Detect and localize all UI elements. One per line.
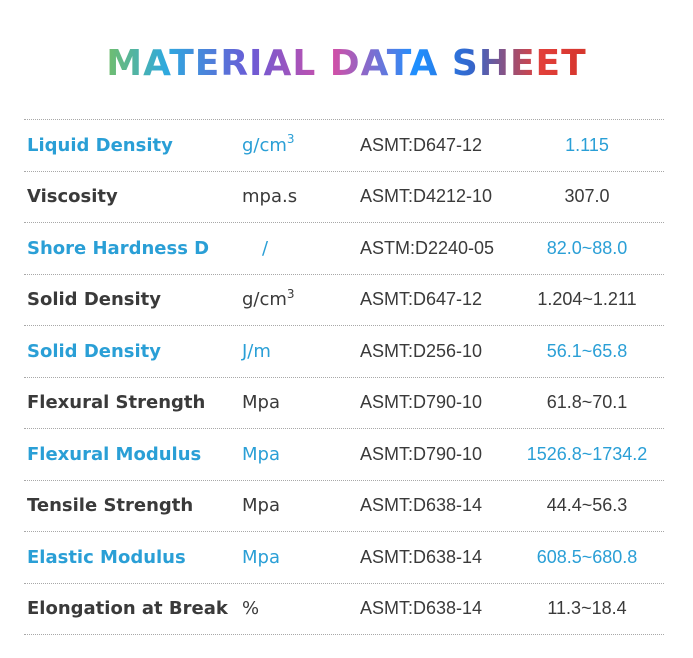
test-standard: ASMT:D647-12 bbox=[360, 289, 483, 310]
property-unit: g/cm 3 bbox=[242, 275, 295, 326]
property-value: 1.204~1.211 bbox=[537, 289, 637, 310]
property-unit: mpa.s bbox=[242, 172, 297, 223]
unit-text: Mpa bbox=[242, 443, 280, 465]
property-unit: g/cm 3 bbox=[242, 120, 295, 171]
table-row: Tensile Strength Mpa ASMT:D638-14 44.4~5… bbox=[24, 481, 664, 532]
property-unit: Mpa bbox=[242, 481, 280, 532]
test-standard: ASMT:D790-10 bbox=[360, 392, 483, 413]
property-name: Solid Density bbox=[27, 289, 162, 311]
unit-text: mpa.s bbox=[242, 186, 298, 208]
unit-text: % bbox=[242, 598, 260, 620]
table-row: Flexural Strength Mpa ASMT:D790-10 61.8~… bbox=[24, 378, 664, 429]
test-standard: ASMT:D256-10 bbox=[360, 340, 483, 361]
property-name: Solid Density bbox=[27, 340, 162, 362]
page-title: MATERIAL DATA SHEET bbox=[0, 42, 693, 86]
table-row: Elongation at Break % ASMT:D638-14 11.3~… bbox=[24, 584, 664, 635]
table-row: Viscosity mpa.s ASMT:D4212-10 307.0 bbox=[24, 172, 664, 223]
table-row: Elastic Modulus Mpa ASMT:D638-14 608.5~6… bbox=[24, 532, 664, 584]
material-data-table: Liquid Density g/cm 3 ASMT:D647-12 1.115 … bbox=[24, 119, 664, 635]
table-row: Solid Density g/cm 3 ASMT:D647-12 1.204~1… bbox=[24, 275, 664, 326]
property-value: 56.1~65.8 bbox=[546, 340, 628, 361]
property-value: 1.115 bbox=[565, 134, 609, 155]
property-unit: Mpa bbox=[242, 532, 280, 583]
property-value: 1526.8~1734.2 bbox=[526, 443, 648, 464]
unit-text: J/m bbox=[242, 340, 271, 362]
property-name: Viscosity bbox=[27, 186, 118, 208]
property-name: Flexural Strength bbox=[27, 392, 206, 414]
property-unit: / bbox=[262, 223, 268, 274]
test-standard: ASMT:D638-14 bbox=[360, 495, 483, 516]
table-row: Shore Hardness D / ASTM:D2240-05 82.0~88… bbox=[24, 223, 664, 275]
property-unit: % bbox=[242, 584, 259, 635]
table-row: Flexural Modulus Mpa ASMT:D790-10 1526.8… bbox=[24, 429, 664, 481]
table-row: Solid Density J/m ASMT:D256-10 56.1~65.8 bbox=[24, 326, 664, 378]
property-unit: J/m bbox=[242, 326, 271, 377]
unit-superscript: 3 bbox=[286, 132, 295, 147]
unit-text: Mpa bbox=[242, 546, 280, 568]
property-name: Elongation at Break bbox=[27, 598, 228, 620]
property-name: Liquid Density bbox=[27, 134, 173, 156]
test-standard: ASMT:D647-12 bbox=[360, 134, 483, 155]
test-standard: ASTM:D2240-05 bbox=[360, 237, 495, 258]
table-row: Liquid Density g/cm 3 ASMT:D647-12 1.115 bbox=[24, 120, 664, 172]
property-name: Shore Hardness D bbox=[27, 237, 210, 259]
unit-text: g/cm bbox=[242, 134, 287, 156]
property-unit: Mpa bbox=[242, 429, 280, 480]
property-name: Elastic Modulus bbox=[27, 546, 186, 568]
property-value: 307.0 bbox=[564, 186, 610, 207]
unit-superscript: 3 bbox=[286, 286, 295, 301]
unit-text: g/cm bbox=[242, 289, 287, 311]
property-value: 11.3~18.4 bbox=[547, 598, 627, 619]
test-standard: ASMT:D790-10 bbox=[360, 443, 483, 464]
test-standard: ASMT:D638-14 bbox=[360, 546, 483, 567]
property-value: 608.5~680.8 bbox=[536, 546, 638, 567]
property-unit: Mpa bbox=[242, 378, 280, 429]
property-value: 44.4~56.3 bbox=[546, 495, 628, 516]
unit-text: Mpa bbox=[242, 495, 280, 517]
test-standard: ASMT:D638-14 bbox=[360, 598, 483, 619]
property-name: Flexural Modulus bbox=[27, 443, 202, 465]
property-value: 61.8~70.1 bbox=[546, 392, 628, 413]
property-name: Tensile Strength bbox=[27, 495, 194, 517]
unit-text: / bbox=[262, 237, 269, 259]
unit-text: Mpa bbox=[242, 392, 280, 414]
property-value: 82.0~88.0 bbox=[546, 237, 628, 258]
test-standard: ASMT:D4212-10 bbox=[360, 186, 493, 207]
